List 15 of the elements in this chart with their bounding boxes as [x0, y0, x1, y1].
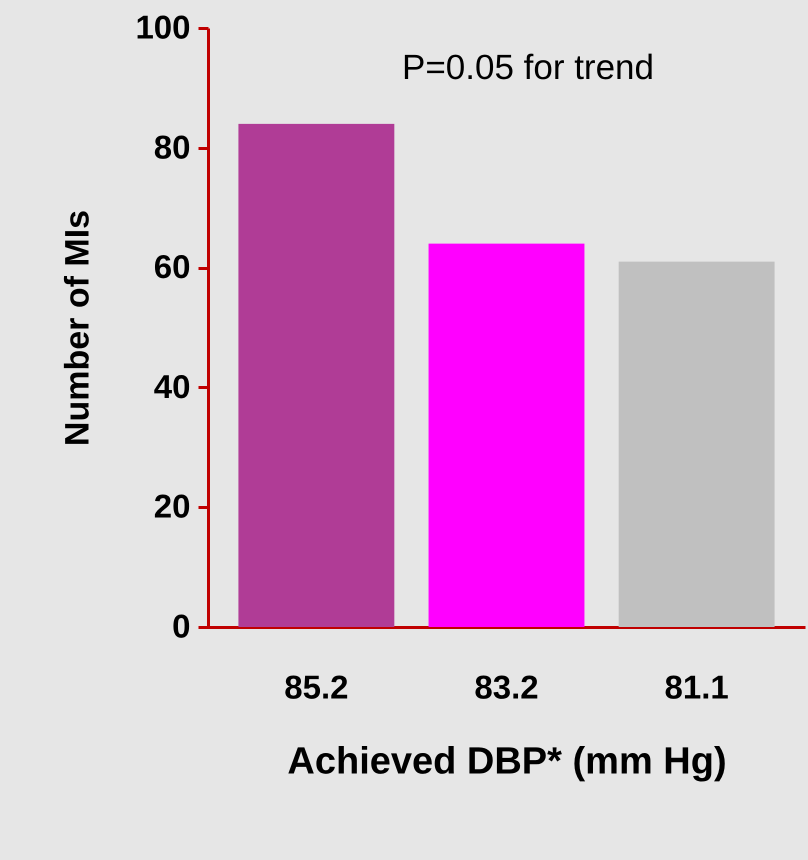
x-tick-label: 83.2 [474, 668, 539, 706]
x-tick-label: 85.2 [284, 668, 348, 706]
bar [618, 262, 775, 627]
y-tick-label: 20 [154, 488, 190, 525]
y-tick-label: 80 [154, 128, 190, 166]
y-tick-label: 40 [154, 368, 190, 405]
bar [428, 244, 584, 627]
y-tick-label: 60 [154, 248, 190, 286]
x-tick-label: 81.1 [664, 668, 729, 706]
annotation: P=0.05 for trend [402, 48, 654, 87]
y-axis-title: Number of MIs [58, 210, 96, 446]
y-tick-label: 100 [135, 8, 190, 46]
x-axis-title: Achieved DBP* (mm Hg) [287, 740, 727, 782]
y-tick-label: 0 [172, 608, 190, 644]
bar [238, 124, 394, 627]
